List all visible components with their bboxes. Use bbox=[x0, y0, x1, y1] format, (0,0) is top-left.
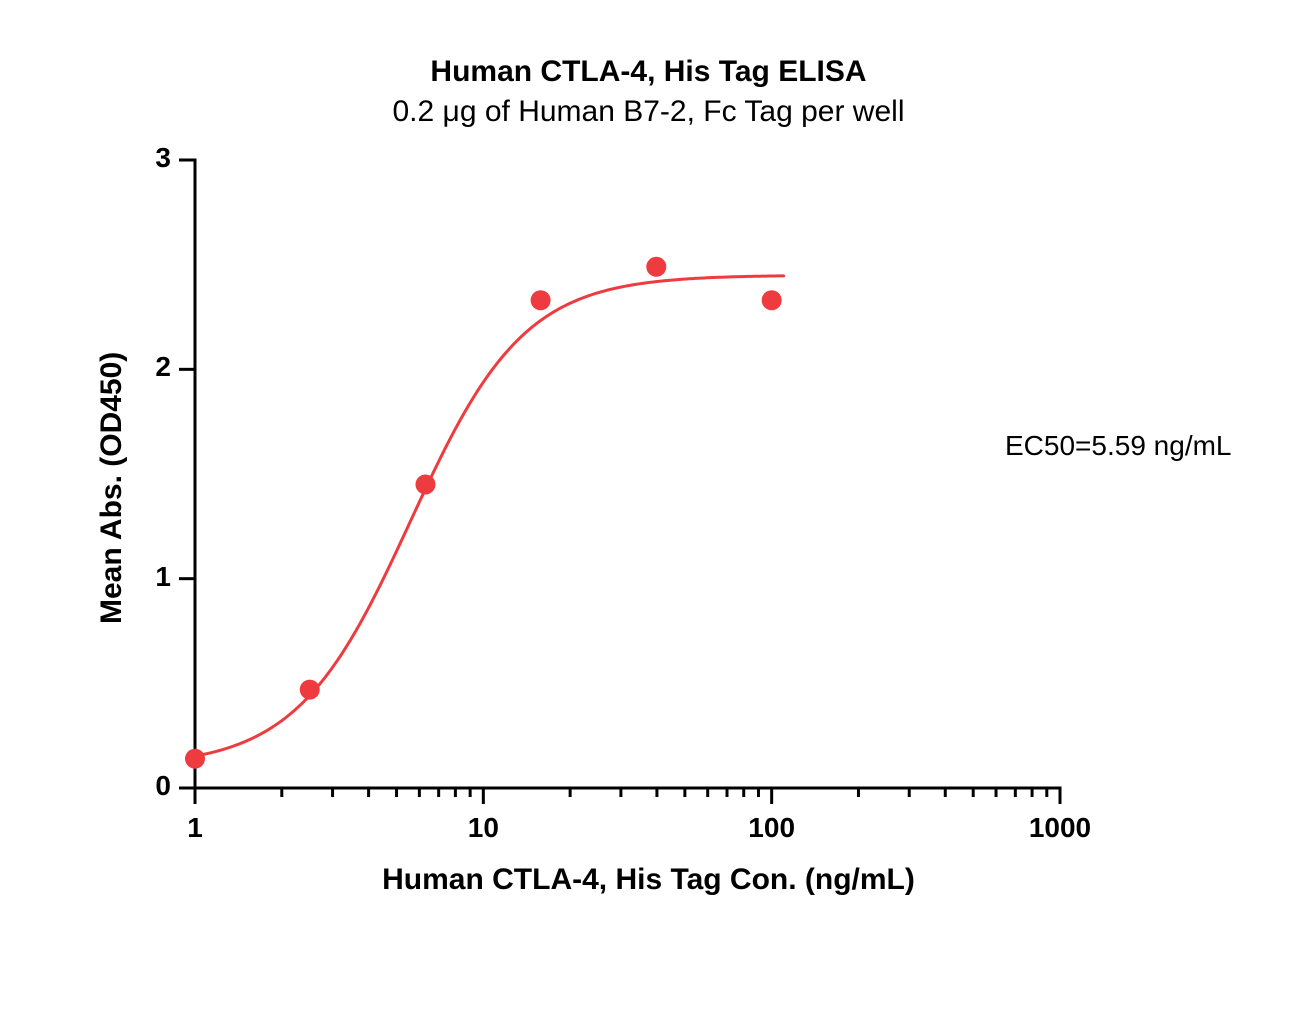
ec50-annotation: EC50=5.59 ng/mL bbox=[1005, 430, 1232, 462]
x-tick-label: 1000 bbox=[1010, 812, 1110, 844]
x-axis-label: Human CTLA-4, His Tag Con. (ng/mL) bbox=[0, 863, 1297, 897]
y-tick-label: 1 bbox=[111, 561, 171, 593]
elisa-chart: Human CTLA-4, His Tag ELISA 0.2 μg of Hu… bbox=[0, 0, 1297, 1032]
x-tick-label: 100 bbox=[722, 812, 822, 844]
x-tick-label: 10 bbox=[433, 812, 533, 844]
y-tick-label: 3 bbox=[111, 142, 171, 174]
x-tick-label: 1 bbox=[145, 812, 245, 844]
y-tick-label: 2 bbox=[111, 351, 171, 383]
y-tick-label: 0 bbox=[111, 770, 171, 802]
